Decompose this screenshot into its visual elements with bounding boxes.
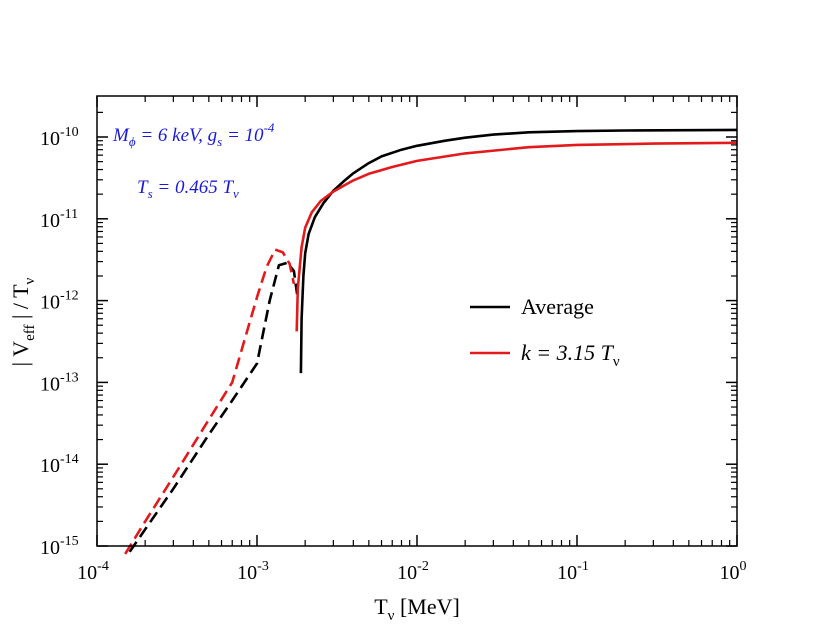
legend: Average k = 3.15 Tν bbox=[470, 294, 620, 370]
x-axis-title: Tν [MeV] bbox=[374, 594, 460, 624]
series-line-3 bbox=[295, 141, 738, 332]
y-axis-title: | Veff | / Tν bbox=[8, 277, 38, 366]
x-tick-label: 10-3 bbox=[237, 559, 269, 584]
legend-label-k: k = 3.15 Tν bbox=[521, 340, 620, 370]
series-layer bbox=[124, 128, 738, 555]
annotation-parameters: Mϕ = 6 keV, gs = 10-4 bbox=[112, 120, 275, 149]
legend-label-average: Average bbox=[521, 294, 594, 319]
annotation-temperature-ratio: Ts = 0.465 Tν bbox=[137, 177, 239, 201]
x-tick-label: 10-2 bbox=[397, 559, 429, 584]
y-tick-label: 10-14 bbox=[40, 452, 79, 477]
y-tick-label: 10-10 bbox=[40, 125, 79, 150]
series-line-1 bbox=[299, 128, 738, 374]
labels-layer: 10-4 10-3 10-2 10-1 100 10-15 10-14 10-13 10-12 1… bbox=[40, 125, 747, 584]
series-line-2 bbox=[124, 248, 296, 555]
y-tick-label: 10-11 bbox=[40, 207, 78, 232]
ticks-layer bbox=[96, 96, 738, 547]
x-tick-label: 10-4 bbox=[77, 559, 109, 584]
y-tick-label: 10-15 bbox=[40, 534, 79, 559]
y-tick-label: 10-12 bbox=[40, 289, 79, 314]
x-tick-label: 10-1 bbox=[557, 559, 589, 584]
x-tick-label: 100 bbox=[720, 559, 747, 584]
series-line-0 bbox=[128, 261, 299, 553]
y-tick-label: 10-13 bbox=[40, 370, 79, 395]
